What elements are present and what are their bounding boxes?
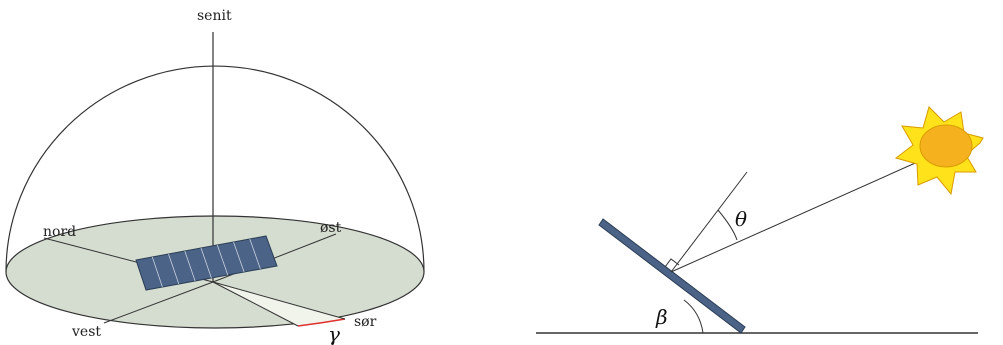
sky-dome-outline [5,65,425,273]
panel-cell-divider [249,238,261,270]
solar-panel-3d [135,235,278,291]
panel-normal-line [670,171,748,273]
sun-ray-line [670,159,923,273]
symbol-tilt: β [655,305,668,329]
panel-cell-divider [216,244,229,276]
panel-cell-divider [168,253,180,285]
label-east: øst [320,220,342,236]
symbol-incidence: θ [735,207,747,231]
line-west [103,281,214,324]
label-west: vest [71,324,101,340]
label-zenith: senit [197,8,232,24]
tilt-angle-arc [683,299,704,334]
sun-body [919,124,973,168]
tilted-panel [598,218,746,334]
sun-icon [894,106,984,196]
azimuth-arc [297,318,346,327]
sky-dome-diagram: senit nord øst vest sør γ [5,8,425,345]
line-azimuth-edge [212,281,299,327]
azimuth-wedge [213,282,345,326]
tilt-angle-diagram: θ β [536,106,984,334]
panel-cell-divider [200,247,212,279]
label-north: nord [43,224,76,240]
incidence-angle-arc [717,209,738,241]
panel-cell-divider [233,241,245,273]
symbol-azimuth: γ [328,322,340,345]
line-south [212,281,346,320]
label-south: sør [354,314,377,330]
right-angle-marker [664,258,680,268]
panel-cell-divider [151,256,163,288]
panel-cell-divider [184,250,196,282]
